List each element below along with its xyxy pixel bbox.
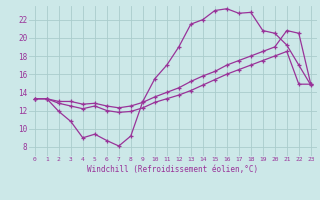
X-axis label: Windchill (Refroidissement éolien,°C): Windchill (Refroidissement éolien,°C): [87, 165, 258, 174]
